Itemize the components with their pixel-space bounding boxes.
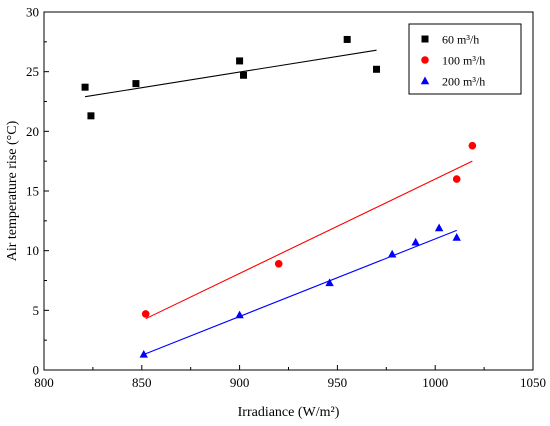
y-tick-label: 20 xyxy=(26,124,39,139)
x-tick-label: 1050 xyxy=(520,375,546,390)
y-tick-label: 30 xyxy=(26,5,39,20)
y-tick-label: 0 xyxy=(33,363,40,378)
legend-label: 60 m³/h xyxy=(442,33,479,47)
series-triangle xyxy=(139,223,461,358)
data-point xyxy=(141,310,150,318)
y-tick-label: 5 xyxy=(33,303,40,318)
x-tick-label: 1000 xyxy=(422,375,448,390)
data-point xyxy=(325,278,334,287)
plot-area xyxy=(81,35,477,358)
series-circle xyxy=(141,141,477,320)
legend-marker xyxy=(420,76,430,85)
legend-label: 100 m³/h xyxy=(442,54,485,68)
x-tick-label: 900 xyxy=(230,375,250,390)
data-point xyxy=(452,175,461,183)
fit-line xyxy=(143,229,457,355)
y-tick-label: 15 xyxy=(26,184,39,199)
y-tick-label: 25 xyxy=(26,64,39,79)
x-tick-label: 950 xyxy=(328,375,348,390)
data-point xyxy=(343,35,351,43)
axes: 800 850 900 950 1000 1050 0 5 10 15 20 25 30 xyxy=(26,5,546,391)
fit-line xyxy=(145,160,473,320)
legend-marker xyxy=(421,56,429,64)
data-point xyxy=(411,237,420,246)
data-point xyxy=(236,57,244,65)
data-point xyxy=(434,223,444,232)
data-point xyxy=(81,83,89,91)
data-point xyxy=(132,80,140,88)
data-point xyxy=(373,65,381,73)
data-point xyxy=(468,141,477,150)
y-tick-label: 10 xyxy=(26,243,39,258)
data-point xyxy=(387,249,397,258)
data-point xyxy=(87,112,95,120)
x-axis-title: Irradiance (W/m²) xyxy=(238,405,340,420)
y-axis-title: Air temperature rise (°C) xyxy=(5,120,20,261)
series-square xyxy=(81,35,381,120)
data-point xyxy=(452,233,461,241)
data-point xyxy=(235,310,244,319)
data-point xyxy=(274,259,283,268)
x-tick-label: 850 xyxy=(132,375,152,390)
fit-line xyxy=(84,49,377,98)
data-point xyxy=(240,71,248,79)
data-point xyxy=(139,349,148,358)
legend: 60 m³/h 100 m³/h 200 m³/h xyxy=(408,23,522,95)
legend-marker xyxy=(421,35,429,43)
x-tick-label: 800 xyxy=(34,375,54,390)
legend-label: 200 m³/h xyxy=(442,75,485,89)
